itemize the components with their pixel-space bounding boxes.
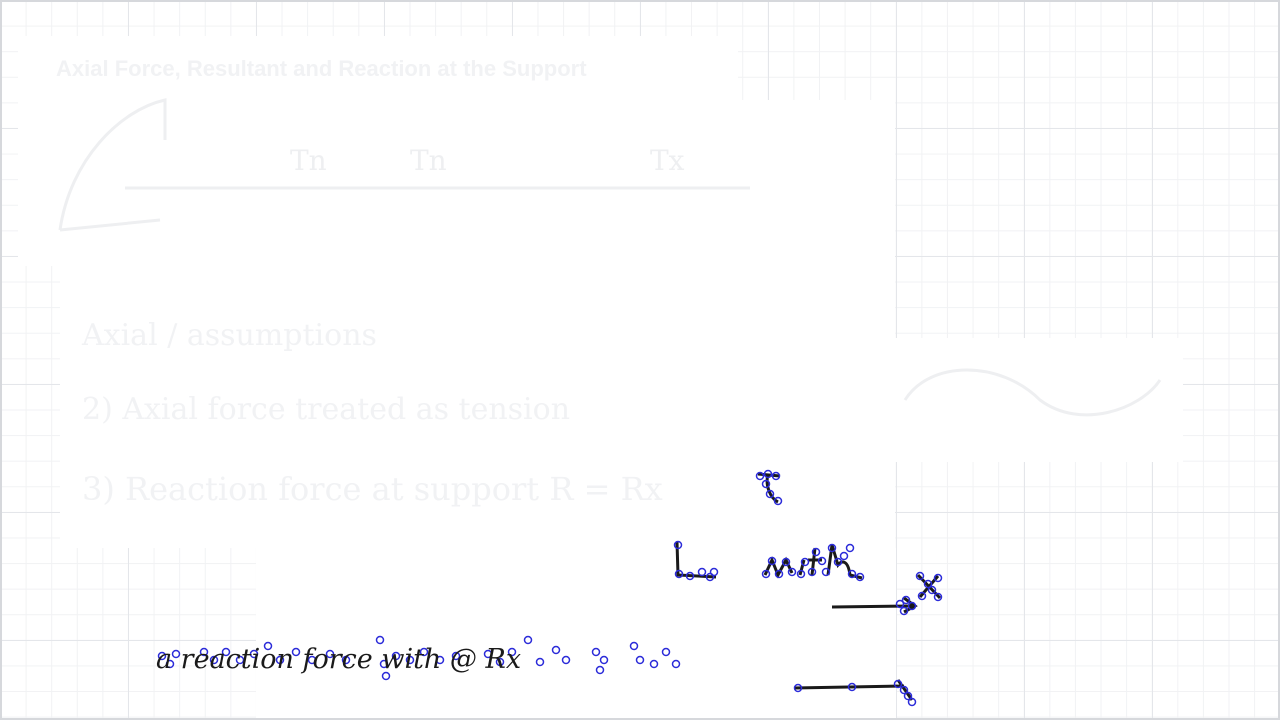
faded-heading: Axial / assumptions — [82, 318, 377, 353]
erased-region — [60, 100, 895, 548]
ink-stroke-word-with[interactable] — [763, 544, 863, 580]
svg-text:Tn: Tn — [410, 144, 447, 177]
selection-handles — [157, 469, 943, 707]
ink-text-reaction-force[interactable]: a reaction force with @ Rx — [156, 644, 521, 675]
faded-note-line: 3) Reaction force at support R = Rx — [82, 470, 663, 508]
ink-stroke-bracket[interactable] — [675, 541, 717, 579]
erased-region — [256, 548, 896, 720]
svg-text:Tx: Tx — [650, 144, 685, 177]
svg-text:Tn: Tn — [290, 144, 327, 177]
faded-note-line: 2) Axial force treated as tension — [82, 392, 571, 427]
page-title: Axial Force, Resultant and Reaction at t… — [56, 56, 587, 81]
